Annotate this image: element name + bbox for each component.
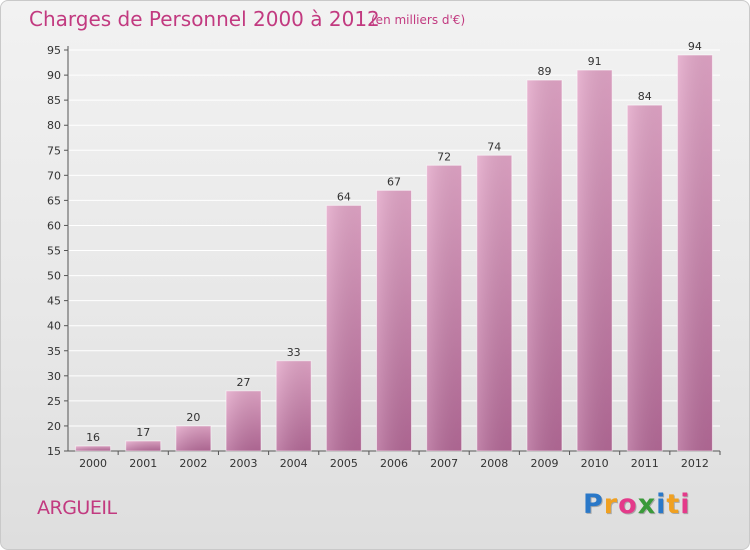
logo-letter: o (618, 489, 638, 520)
y-tick-label: 40 (47, 320, 61, 333)
data-label: 16 (86, 431, 100, 444)
x-tick-label: 2000 (79, 457, 107, 470)
bar-highlight (225, 390, 262, 452)
data-label: 67 (387, 175, 401, 188)
y-tick-label: 75 (47, 144, 61, 157)
bar-highlight (125, 440, 162, 452)
y-tick-label: 25 (47, 395, 61, 408)
y-tick-label: 95 (47, 44, 61, 57)
y-tick-label: 60 (47, 219, 61, 232)
data-label: 33 (287, 346, 301, 359)
x-tick-label: 2004 (280, 457, 308, 470)
bar-highlight (626, 104, 663, 452)
x-tick-label: 2010 (581, 457, 609, 470)
x-tick-label: 2009 (530, 457, 558, 470)
y-tick-label: 80 (47, 119, 61, 132)
y-tick-label: 85 (47, 94, 61, 107)
y-tick-label: 90 (47, 69, 61, 82)
logo-letter: i (656, 489, 667, 520)
data-label: 74 (487, 140, 501, 153)
data-label: 64 (337, 190, 351, 203)
bar-highlight (75, 445, 112, 452)
y-tick-label: 30 (47, 370, 61, 383)
logo-letter: i (680, 489, 691, 520)
chart-subtitle: (en milliers d'€) (371, 13, 466, 27)
y-tick-label: 15 (47, 445, 61, 458)
bar-highlight (175, 425, 212, 452)
bar-highlight (325, 204, 362, 452)
x-tick-label: 2003 (230, 457, 258, 470)
x-tick-label: 2011 (631, 457, 659, 470)
x-tick-label: 2007 (430, 457, 458, 470)
y-tick-label: 55 (47, 245, 61, 258)
x-tick-label: 2002 (179, 457, 207, 470)
bar-highlight (275, 360, 312, 452)
bar-highlight (376, 189, 412, 452)
data-label: 20 (186, 411, 200, 424)
proxiti-logo[interactable]: Proxiti (583, 489, 691, 520)
y-tick-label: 20 (47, 420, 61, 433)
x-tick-label: 2006 (380, 457, 408, 470)
location-label: ARGUEIL (37, 497, 117, 519)
x-tick-label: 2008 (480, 457, 508, 470)
data-label: 17 (136, 426, 150, 439)
logo-letter: P (583, 489, 604, 520)
y-tick-label: 50 (47, 270, 61, 283)
bar-highlight (476, 154, 513, 452)
bar-highlight (426, 164, 463, 452)
logo-letter: x (637, 489, 657, 520)
y-tick-label: 35 (47, 345, 61, 358)
data-label: 27 (237, 376, 251, 389)
y-tick-label: 70 (47, 169, 61, 182)
x-tick-label: 2001 (129, 457, 157, 470)
logo-letter: t (666, 489, 681, 520)
chart-title: Charges de Personnel 2000 à 2012 (29, 7, 380, 31)
x-tick-label: 2005 (330, 457, 358, 470)
y-tick-label: 65 (47, 194, 61, 207)
data-label: 89 (537, 65, 551, 78)
data-label: 91 (588, 55, 602, 68)
data-label: 84 (638, 90, 652, 103)
bar-highlight (676, 54, 713, 452)
bar-highlight (526, 79, 563, 452)
x-tick-label: 2012 (681, 457, 709, 470)
logo-letter: r (603, 489, 619, 520)
y-tick-label: 45 (47, 295, 61, 308)
data-label: 94 (688, 40, 702, 53)
data-label: 72 (437, 150, 451, 163)
bar-highlight (576, 69, 613, 452)
